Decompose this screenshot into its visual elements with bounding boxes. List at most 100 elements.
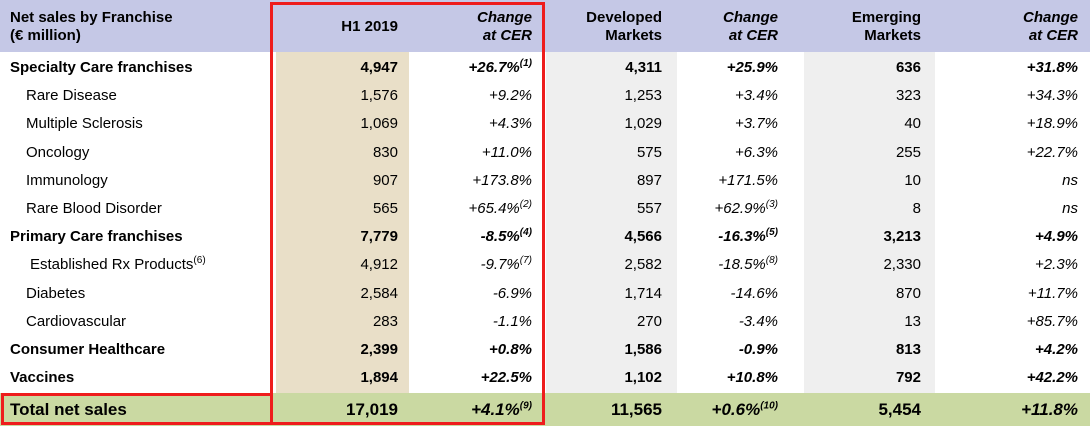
footnote-ref: (10) <box>760 400 778 412</box>
footnote-ref: (8) <box>765 255 778 267</box>
h1-change: +0.8% <box>489 336 532 364</box>
dev-change-value: +171.5% <box>718 171 778 189</box>
emerging-column-shading <box>804 52 935 393</box>
dev-change-value: -14.6% <box>730 284 778 302</box>
h1-change-value: -9.7% <box>480 256 520 274</box>
table-row: Rare Blood Disorder 565 +65.4%(2) 557 +62.9%… <box>0 195 1090 223</box>
row-label-text: Vaccines <box>10 369 75 387</box>
total-row: Total net sales 17,019 +4.1%(9) 11,565 +… <box>0 393 1090 426</box>
footnote-ref: (1) <box>519 58 532 69</box>
row-label-text: Consumer Healthcare <box>10 341 166 358</box>
total-dev-change-value: +0.6% <box>711 400 761 419</box>
em-change: +4.2% <box>1035 341 1078 358</box>
h1-change-value: +65.4% <box>468 200 520 217</box>
row-label-text: Established Rx Products <box>30 256 194 274</box>
dev-value: 270 <box>636 312 662 330</box>
dev-value: 1,102 <box>624 369 662 387</box>
em-change: +22.7% <box>1026 143 1078 161</box>
row-label: Rare Disease <box>26 82 117 110</box>
row-label-text: Multiple Sclerosis <box>26 115 143 133</box>
total-dev: 11,565 <box>610 400 662 419</box>
total-row-background <box>0 393 1090 426</box>
header-h1-2019: H1 2019 <box>341 18 398 35</box>
header-em-line1: Emerging <box>851 9 921 26</box>
header-title-line2: (€ million) <box>10 27 81 44</box>
table-row: Oncology 830 +11.0% 575 +6.3% 255 +22.7% <box>0 139 1090 167</box>
h1-value: 830 <box>372 143 398 161</box>
dev-change-value: +3.4% <box>735 87 778 105</box>
table-row: Immunology 907 +173.8% 897 +171.5% 10 ns <box>0 167 1090 195</box>
footnote-ref: (7) <box>519 255 532 267</box>
total-em: 5,454 <box>878 400 921 419</box>
h1-value: 1,894 <box>360 369 398 387</box>
header-change-line2: at CER <box>482 27 532 44</box>
dev-value: 557 <box>636 200 662 217</box>
developed-column-shading <box>546 52 677 393</box>
header-em-change: Change at CER <box>966 9 1078 45</box>
footnote-ref: (5) <box>765 227 778 239</box>
h1-column-highlight <box>276 52 409 393</box>
dev-value: 1,586 <box>624 341 662 358</box>
header-dev-change: Change at CER <box>666 9 778 45</box>
total-em-change: +11.8% <box>1021 400 1078 419</box>
h1-change-value: -8.5% <box>480 228 520 246</box>
dev-change: +6.3% <box>735 139 778 167</box>
dev-change: -16.3%(5) <box>718 223 778 251</box>
header-em-line2: Markets <box>864 27 921 44</box>
dev-change: +62.9%(3) <box>714 195 778 223</box>
row-label: Specialty Care franchises <box>10 54 193 82</box>
table-row: Established Rx Products(6) 4,912 -9.7%(7) 2… <box>0 251 1090 279</box>
em-change: +42.2% <box>1026 369 1078 387</box>
h1-change: -6.9% <box>493 280 532 308</box>
header-change-line2: at CER <box>728 27 778 44</box>
dev-change-value: -3.4% <box>738 312 778 330</box>
total-h1-change-value: +4.1% <box>471 400 520 419</box>
em-value: 2,330 <box>883 256 921 274</box>
em-change: ns <box>1062 200 1078 217</box>
em-value: 323 <box>895 87 921 105</box>
dev-change: +171.5% <box>718 167 778 195</box>
em-value: 40 <box>904 115 921 133</box>
table-header <box>0 0 1090 52</box>
h1-change: -9.7%(7) <box>481 251 532 279</box>
em-value: 8 <box>912 200 921 217</box>
row-label: Vaccines <box>10 364 74 392</box>
footnote-ref: (3) <box>765 199 778 210</box>
total-h1-change: +4.1%(9) <box>471 393 532 426</box>
h1-value: 2,399 <box>360 341 398 358</box>
dev-change-value: +10.8% <box>726 369 778 387</box>
h1-change: +22.5% <box>481 364 532 392</box>
header-dev-line1: Developed <box>586 9 662 26</box>
footnote-ref: (4) <box>519 227 532 239</box>
row-label: Established Rx Products(6) <box>30 251 206 279</box>
h1-change: -8.5%(4) <box>481 223 532 251</box>
header-change-line1: Change <box>1022 9 1078 26</box>
footnote-ref: (6) <box>193 255 206 267</box>
dev-change-value: +6.3% <box>735 143 778 161</box>
h1-value: 7,779 <box>360 228 398 246</box>
dev-change: -14.6% <box>730 280 778 308</box>
row-label: Diabetes <box>26 280 85 308</box>
dev-value: 2,582 <box>624 256 662 274</box>
h1-change-value: +0.8% <box>489 341 532 358</box>
em-change: ns <box>1062 171 1078 189</box>
dev-change-value: -18.5% <box>718 256 766 274</box>
em-change: +11.7% <box>1027 284 1078 302</box>
em-value: 3,213 <box>883 228 921 246</box>
h1-value: 2,584 <box>360 284 398 302</box>
h1-change-value: +11.0% <box>481 143 532 161</box>
total-label: Total net sales <box>10 400 127 419</box>
table-row: Consumer Healthcare 2,399 +0.8% 1,586 -0.9% 8… <box>0 336 1090 364</box>
dev-change-value: +62.9% <box>714 200 766 217</box>
header-developed-markets: Developed Markets <box>550 9 662 45</box>
em-change: +18.9% <box>1026 115 1078 133</box>
header-change-line1: Change <box>476 9 532 26</box>
dev-change-value: +3.7% <box>735 115 778 133</box>
row-label-text: Cardiovascular <box>26 312 127 330</box>
h1-change-value: +9.2% <box>489 87 532 105</box>
table-row: Diabetes 2,584 -6.9% 1,714 -14.6% 870 +11.7% <box>0 280 1090 308</box>
row-label: Primary Care franchises <box>10 223 183 251</box>
h1-change: +11.0% <box>482 139 532 167</box>
table-row: Rare Disease 1,576 +9.2% 1,253 +3.4% 323 +34.3… <box>0 82 1090 110</box>
em-value: 636 <box>895 59 921 76</box>
